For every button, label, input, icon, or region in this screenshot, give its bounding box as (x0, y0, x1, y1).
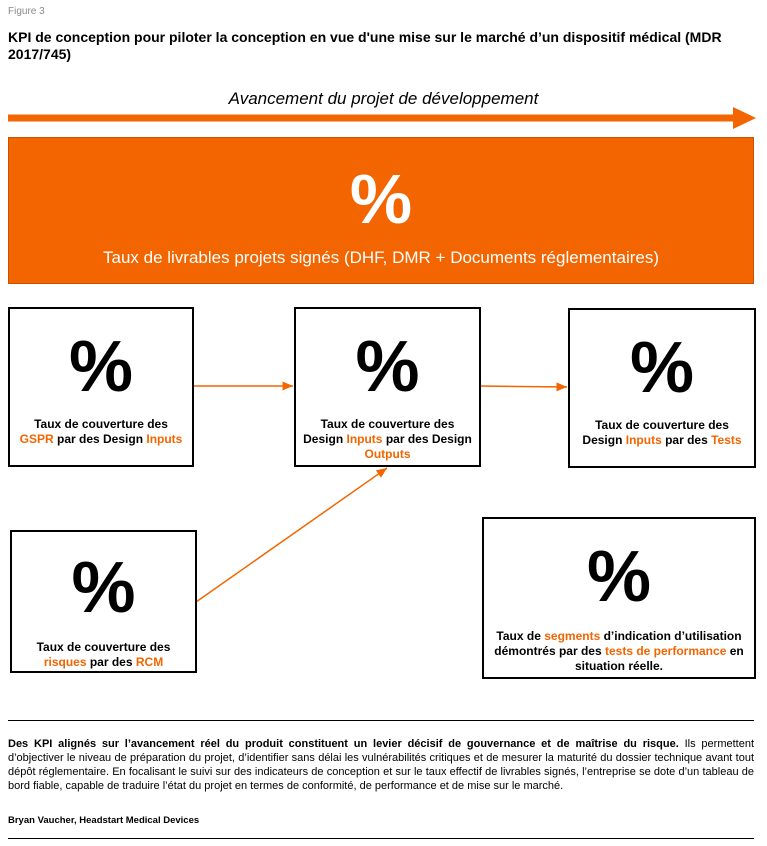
kpi-box-gspr: % Taux de couverture des GSPR par des De… (8, 307, 194, 467)
footer-lead: Des KPI alignés sur l’avancement réel du… (8, 738, 679, 750)
figure-title: KPI de conception pour piloter la concep… (8, 29, 722, 62)
percent-symbol: % (355, 327, 420, 407)
signed-deliverables-banner: % Taux de livrables projets signés (DHF,… (8, 137, 754, 284)
figure-label: Figure 3 (8, 6, 45, 17)
percent-symbol: % (629, 328, 695, 408)
arrow-outputs-to-tests (480, 382, 568, 392)
bottom-divider (8, 838, 754, 839)
percent-symbol: % (349, 160, 413, 238)
footer-text: Des KPI alignés sur l’avancement réel du… (8, 737, 754, 793)
percent-symbol: % (71, 548, 136, 628)
progress-axis-label: Avancement du projet de développement (228, 89, 539, 108)
banner-label: Taux de livrables projets signés (DHF, D… (102, 248, 659, 267)
kpi-box-inputs-tests: % Taux de couverture des Design Inputs p… (568, 308, 756, 468)
percent-symbol: % (68, 327, 134, 407)
kpi-label: Taux de couverture des Design Inputs par… (303, 417, 472, 461)
kpi-box-risks: % Taux de couverture des risques par des… (10, 530, 197, 673)
progress-arrow-head (733, 107, 756, 129)
kpi-box-performance-tests: % Taux de segments d’indication d’utilis… (482, 517, 756, 679)
kpi-label: Taux de couverture des GSPR par des Desi… (19, 417, 183, 446)
author-credit: Bryan Vaucher, Headstart Medical Devices (8, 815, 200, 826)
arrow-risks-to-outputs (195, 467, 388, 603)
kpi-label: Taux de couverture des risques par des R… (36, 640, 171, 669)
kpi-label: Taux de couverture des Design Inputs par… (582, 418, 742, 447)
kpi-label: Taux de segments d’indication d’utilisat… (494, 629, 744, 673)
footer-body: Ils permettent d’objectiver le niveau de… (8, 738, 754, 792)
percent-symbol: % (586, 537, 652, 617)
kpi-box-design-inputs-outputs: % Taux de couverture des Design Inputs p… (294, 307, 481, 467)
top-divider (8, 720, 754, 721)
